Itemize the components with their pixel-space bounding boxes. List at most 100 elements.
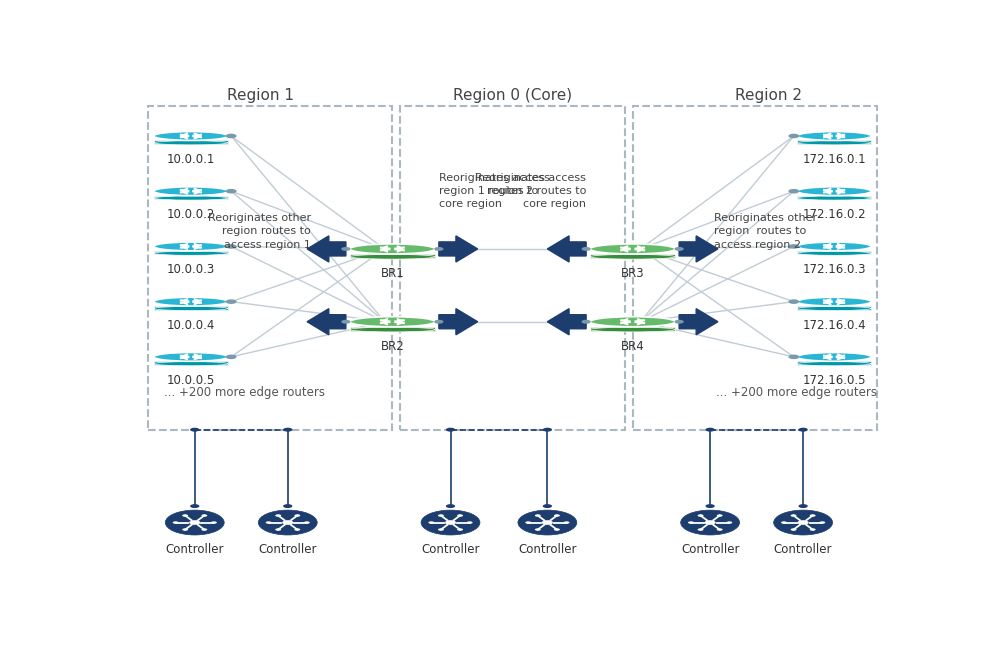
- Ellipse shape: [294, 514, 300, 517]
- Text: 10.0.0.2: 10.0.0.2: [167, 208, 215, 221]
- Ellipse shape: [226, 355, 237, 359]
- Ellipse shape: [438, 514, 444, 517]
- Text: 172.16.0.2: 172.16.0.2: [802, 208, 866, 221]
- Text: Controller: Controller: [518, 543, 577, 556]
- Text: BR4: BR4: [621, 340, 644, 353]
- Text: BR1: BR1: [380, 267, 404, 280]
- Ellipse shape: [726, 522, 732, 524]
- Ellipse shape: [543, 428, 552, 432]
- Ellipse shape: [226, 244, 237, 248]
- Ellipse shape: [798, 504, 808, 508]
- Ellipse shape: [201, 514, 207, 517]
- Ellipse shape: [535, 514, 541, 517]
- Ellipse shape: [154, 187, 228, 196]
- Text: 10.0.0.4: 10.0.0.4: [167, 319, 215, 331]
- Ellipse shape: [189, 520, 200, 525]
- Ellipse shape: [154, 306, 228, 310]
- Polygon shape: [154, 361, 228, 364]
- Polygon shape: [797, 361, 871, 364]
- Ellipse shape: [154, 362, 228, 366]
- Text: Reoriginates access
region 1 routes to
core region: Reoriginates access region 1 routes to c…: [439, 173, 550, 209]
- Ellipse shape: [797, 141, 871, 145]
- Ellipse shape: [797, 187, 871, 196]
- Ellipse shape: [154, 297, 228, 306]
- Polygon shape: [679, 236, 718, 262]
- Ellipse shape: [154, 141, 228, 145]
- Ellipse shape: [258, 510, 317, 535]
- Ellipse shape: [774, 510, 833, 535]
- Polygon shape: [590, 254, 675, 258]
- Ellipse shape: [190, 428, 199, 432]
- Ellipse shape: [554, 514, 560, 517]
- Ellipse shape: [154, 251, 228, 256]
- Ellipse shape: [681, 510, 740, 535]
- Ellipse shape: [190, 504, 199, 508]
- Polygon shape: [154, 251, 228, 254]
- Ellipse shape: [581, 319, 591, 323]
- Ellipse shape: [165, 510, 224, 535]
- Text: Controller: Controller: [166, 543, 224, 556]
- Text: Controller: Controller: [681, 543, 739, 556]
- Ellipse shape: [350, 244, 435, 254]
- Ellipse shape: [797, 362, 871, 366]
- Polygon shape: [797, 251, 871, 254]
- Ellipse shape: [797, 196, 871, 200]
- Ellipse shape: [341, 319, 351, 323]
- Ellipse shape: [446, 428, 455, 432]
- Polygon shape: [547, 308, 586, 334]
- Ellipse shape: [705, 504, 715, 508]
- Polygon shape: [679, 308, 718, 334]
- Ellipse shape: [428, 522, 434, 524]
- Text: Reoriginates other
region routes to
access region 1: Reoriginates other region routes to acce…: [208, 213, 311, 250]
- Ellipse shape: [819, 522, 825, 524]
- Text: 10.0.0.3: 10.0.0.3: [167, 263, 215, 276]
- Ellipse shape: [275, 528, 281, 531]
- Ellipse shape: [201, 528, 207, 531]
- Ellipse shape: [797, 251, 871, 256]
- Ellipse shape: [294, 528, 300, 531]
- Ellipse shape: [798, 428, 808, 432]
- Polygon shape: [439, 236, 478, 262]
- Ellipse shape: [590, 317, 675, 327]
- Text: 172.16.0.1: 172.16.0.1: [802, 153, 866, 166]
- Ellipse shape: [457, 514, 463, 517]
- Ellipse shape: [788, 299, 799, 304]
- Ellipse shape: [590, 254, 675, 259]
- Text: Reoriginates other
region  routes to
access region 2: Reoriginates other region routes to acce…: [714, 213, 817, 250]
- Ellipse shape: [350, 317, 435, 327]
- Ellipse shape: [797, 297, 871, 306]
- Ellipse shape: [788, 355, 799, 359]
- Ellipse shape: [791, 528, 796, 531]
- Ellipse shape: [705, 428, 715, 432]
- Polygon shape: [350, 327, 435, 331]
- Bar: [633, 106, 877, 430]
- Ellipse shape: [810, 528, 816, 531]
- Ellipse shape: [434, 247, 444, 251]
- Ellipse shape: [226, 299, 237, 304]
- Polygon shape: [797, 140, 871, 144]
- Ellipse shape: [282, 520, 293, 525]
- Polygon shape: [797, 196, 871, 199]
- Text: ... +200 more edge routers: ... +200 more edge routers: [164, 385, 325, 398]
- Ellipse shape: [350, 254, 435, 259]
- Text: Region 0 (Core): Region 0 (Core): [453, 88, 572, 103]
- Ellipse shape: [788, 244, 799, 248]
- Ellipse shape: [446, 504, 455, 508]
- Polygon shape: [590, 327, 675, 331]
- Text: BR2: BR2: [380, 340, 404, 353]
- Ellipse shape: [717, 528, 723, 531]
- Ellipse shape: [674, 319, 684, 323]
- Ellipse shape: [590, 327, 675, 332]
- Ellipse shape: [798, 520, 808, 525]
- Ellipse shape: [788, 134, 799, 138]
- Text: Controller: Controller: [774, 543, 832, 556]
- Bar: [148, 106, 392, 430]
- Ellipse shape: [182, 514, 188, 517]
- Ellipse shape: [275, 514, 281, 517]
- Ellipse shape: [698, 514, 703, 517]
- Text: Reoriginates access
region 2 routes to
core region: Reoriginates access region 2 routes to c…: [475, 173, 586, 209]
- Ellipse shape: [554, 528, 560, 531]
- Ellipse shape: [154, 132, 228, 140]
- Ellipse shape: [698, 528, 703, 531]
- Ellipse shape: [797, 306, 871, 310]
